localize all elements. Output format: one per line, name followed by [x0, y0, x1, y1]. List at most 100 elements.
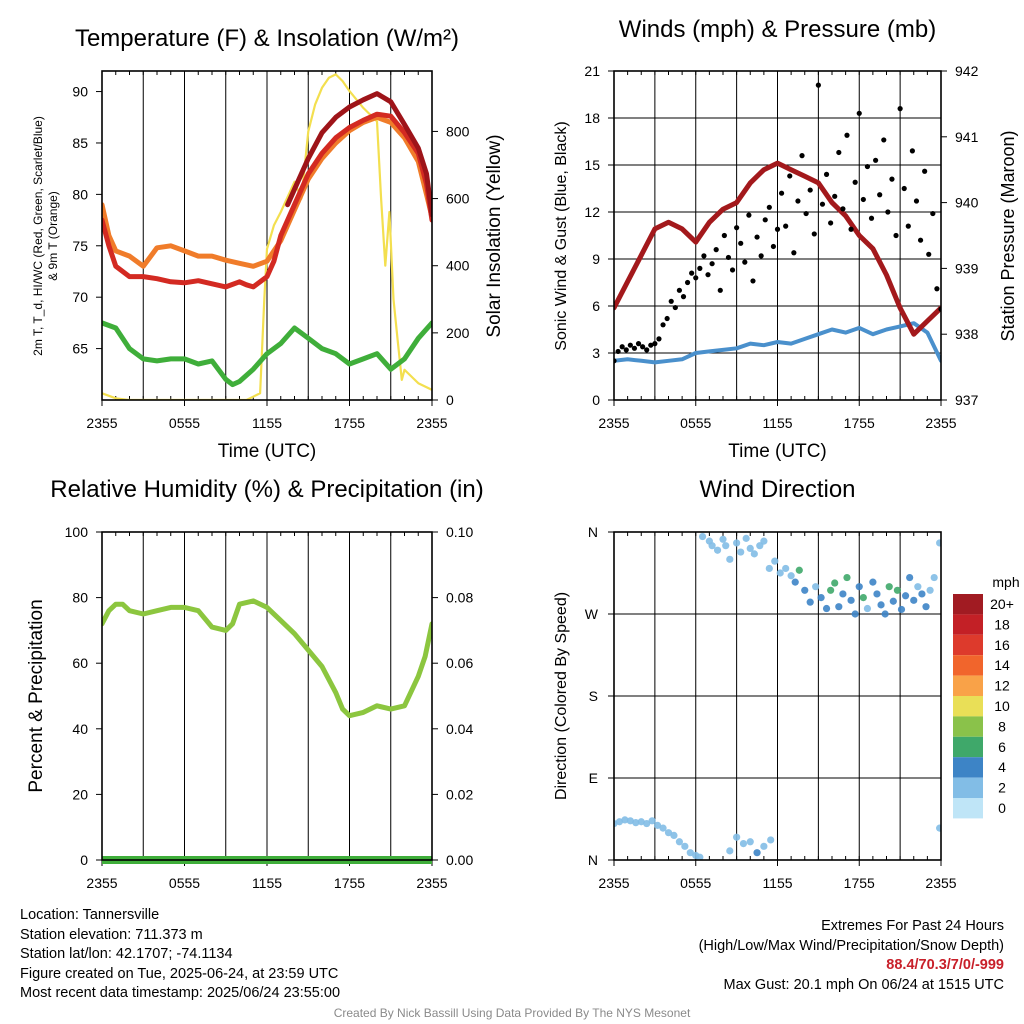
x-tick-label: 2355 [86, 415, 117, 431]
y-axis-label: Sonic Wind & Gust (Blue, Black) [553, 121, 570, 350]
direction-point [771, 557, 779, 565]
gust-point [844, 132, 850, 138]
gust-point [791, 250, 797, 256]
gust-point [734, 225, 740, 231]
y2-axis-label: Station Pressure (Maroon) [998, 130, 1018, 341]
gust-point [832, 193, 838, 199]
direction-point [936, 824, 941, 832]
plot-border [101, 531, 433, 861]
direction-point [906, 573, 914, 582]
x-tick-label: 1755 [334, 875, 365, 891]
direction-point [675, 838, 684, 846]
gust-point [877, 192, 883, 198]
gust-point [795, 198, 801, 204]
legend-label: 8 [998, 718, 1006, 734]
direction-point [681, 842, 689, 850]
direction-point [831, 579, 839, 587]
gust-point [819, 201, 826, 207]
plot-border [101, 70, 433, 401]
gust-point [856, 110, 862, 116]
gust-point [881, 137, 887, 143]
direction-point [698, 532, 707, 541]
direction-point [851, 610, 859, 618]
x-tick-label: 1155 [252, 415, 282, 431]
direction-point [753, 849, 761, 857]
extremes-title: Extremes For Past 24 Hours [821, 918, 1004, 934]
gust-point [652, 341, 658, 347]
series-line-t9m [102, 114, 432, 269]
direction-point [791, 578, 799, 586]
x-tick-label: 0555 [169, 875, 200, 891]
x-tick-label: 1755 [844, 875, 875, 891]
direction-point [859, 594, 867, 602]
y2-tick-label: 940 [955, 195, 979, 211]
chart-title: Winds (mph) & Pressure (mb) [619, 16, 936, 43]
y-axis-label: 2m T, T_d, HI/WC (Red, Green, Scarlet/Bl… [31, 116, 60, 356]
legend-label: 2 [998, 780, 1006, 796]
y2-tick-label: 800 [446, 123, 470, 139]
x-tick-label: 1755 [334, 415, 365, 431]
gust-point [905, 223, 911, 229]
gust-point [631, 345, 638, 351]
y2-tick-label: 938 [955, 326, 979, 342]
y2-tick-label: 600 [446, 191, 470, 207]
direction-point [637, 818, 645, 826]
gust-point [930, 210, 936, 217]
chart-title: Temperature (F) & Insolation (W/m²) [75, 25, 459, 52]
extremes-info: Extremes For Past 24 Hours (High/Low/Max… [699, 917, 1004, 995]
direction-point [914, 583, 922, 591]
direction-point [686, 849, 694, 857]
direction-point [776, 569, 784, 577]
y-tick-label: 6 [592, 298, 600, 314]
y-tick-label: 9 [592, 251, 600, 267]
direction-point [664, 829, 673, 837]
direction-point [739, 840, 748, 848]
direction-point [787, 572, 795, 580]
gust-point [635, 341, 642, 347]
gust-point [664, 315, 670, 322]
plot-border [613, 70, 942, 401]
direction-point [696, 853, 704, 860]
direction-point [750, 550, 758, 558]
extremes-values: 88.4/70.3/7/0/-999 [886, 957, 1004, 973]
gust-point [917, 237, 924, 243]
max-gust-text: Max Gust: 20.1 mph On 06/24 at 1515 UTC [723, 976, 1004, 993]
gust-point [828, 220, 834, 226]
plot-area [102, 73, 432, 400]
gust-point [619, 344, 625, 350]
series-line-solar [102, 73, 432, 400]
chart-title: Relative Humidity (%) & Precipitation (i… [50, 476, 483, 503]
legend-label: 10 [994, 698, 1010, 714]
y-tick-label: 85 [72, 135, 88, 151]
y2-tick-label: 0 [446, 392, 454, 408]
direction-point [930, 573, 938, 582]
latlon-text: Station lat/lon: 42.1707; -74.1134 [20, 946, 233, 962]
plot-area [614, 82, 941, 365]
direction-point [726, 847, 734, 855]
gust-point [709, 261, 715, 267]
direction-point [765, 564, 773, 573]
gust-point [640, 344, 646, 350]
direction-point [643, 819, 651, 828]
gust-point [783, 223, 789, 229]
gust-point [885, 209, 891, 215]
x-tick-label: 2355 [86, 875, 117, 891]
direction-point [654, 821, 662, 829]
gust-point [623, 347, 629, 353]
x-tick-label: 2355 [598, 415, 629, 431]
direction-point [827, 586, 835, 594]
y2-tick-label: 941 [955, 129, 979, 145]
direction-point [817, 594, 825, 602]
y2-tick-label: 400 [446, 258, 470, 274]
gust-point [934, 286, 940, 292]
y-tick-label: 12 [584, 204, 600, 220]
legend-label: 0 [998, 800, 1006, 816]
gust-point [627, 342, 633, 348]
direction-point [621, 816, 629, 824]
y2-tick-label: 0.00 [446, 852, 473, 868]
gust-point [811, 231, 817, 237]
direction-point [863, 604, 872, 613]
y-tick-label: 65 [72, 341, 88, 357]
direction-point [893, 586, 902, 594]
